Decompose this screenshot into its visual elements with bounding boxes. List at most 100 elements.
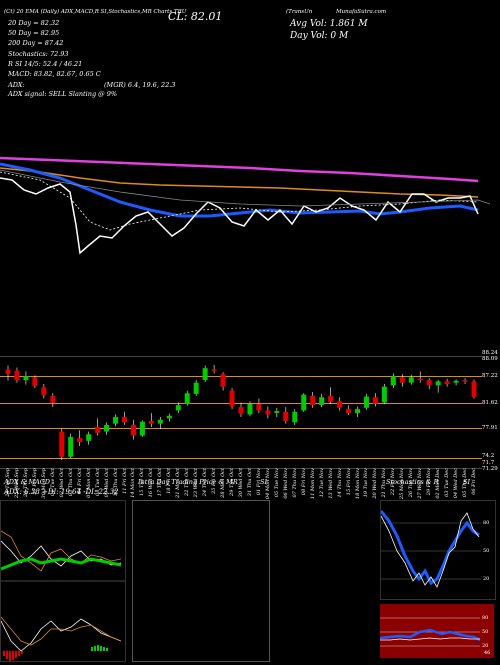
adx-lines xyxy=(0,530,122,572)
candle-body xyxy=(193,382,199,394)
date-label: 03 Tue Dec xyxy=(444,468,451,497)
candle-body xyxy=(23,376,29,381)
avg-volume: Avg Vol: 1.861 M xyxy=(290,19,368,29)
price-tick: 71.29 xyxy=(482,466,498,472)
date-label: 31 Thu Oct xyxy=(246,468,253,497)
grid-bottom xyxy=(0,468,482,469)
candle-body xyxy=(453,380,459,383)
candle-body xyxy=(355,409,360,414)
price-tick: 88.09 xyxy=(482,356,498,362)
candle-body xyxy=(157,419,163,424)
grid-top xyxy=(0,356,482,357)
candle-body xyxy=(426,380,432,386)
candle-body xyxy=(220,374,226,387)
date-label: 20 Wed Nov xyxy=(372,468,379,499)
grid-orange-1 xyxy=(0,376,482,377)
date-label: 06 Wed Nov xyxy=(282,468,289,499)
candle-body xyxy=(372,397,378,404)
intraday-panel-si: SI xyxy=(260,478,268,486)
rsi-blue-line xyxy=(379,628,481,642)
candle-body xyxy=(292,411,298,423)
adx-panel xyxy=(0,500,126,662)
candle-body xyxy=(59,431,65,457)
adx-white-line xyxy=(0,540,122,567)
source-label: (TransUn xyxy=(286,9,313,15)
rsi-value: 46 xyxy=(484,650,491,656)
adx-signal-label: ADX signal: SELL Slanting @ 9% xyxy=(8,90,118,98)
rsi-tick: 80 xyxy=(482,615,489,621)
header-top-line: (Ct) 20 EMA (Daily) ADX,MACD,R SI,Stocha… xyxy=(4,9,187,15)
candle-body xyxy=(337,401,343,408)
date-label: 12 Tue Nov xyxy=(318,468,325,498)
candle-body xyxy=(113,417,119,424)
adx-values-label: (MGR) 6.4, 19.6, 22.3 xyxy=(104,81,176,89)
candle-body xyxy=(139,421,145,436)
candle-body xyxy=(399,377,405,383)
price-tick: 87.22 xyxy=(482,373,498,379)
stoch-blue-line xyxy=(379,510,480,586)
candle-body xyxy=(301,394,307,411)
adx-panel-title: ADX & MACD xyxy=(4,478,50,486)
candle-body xyxy=(77,438,83,443)
candle-body xyxy=(265,410,271,415)
date-label: 14 Mon Oct xyxy=(130,468,137,498)
candle-body xyxy=(471,381,477,398)
date-label: 11 Fri Oct xyxy=(121,468,128,494)
price-line xyxy=(0,177,479,255)
price-tick: 88.24 xyxy=(482,350,498,356)
candle-body xyxy=(175,405,181,411)
candle-body xyxy=(32,377,38,386)
candle-body xyxy=(435,381,441,386)
ema200-line xyxy=(0,156,479,183)
candle-body xyxy=(202,368,208,381)
grid-orange-3 xyxy=(0,428,482,429)
date-label: 30 Wed Oct xyxy=(238,468,244,498)
rsi-label: R SI 14/5: 52.4 / 46.21 xyxy=(8,60,83,68)
candle-body xyxy=(166,415,172,419)
candle-body xyxy=(390,376,396,386)
candle-body xyxy=(283,411,289,422)
candle-body xyxy=(247,403,253,415)
candle-body xyxy=(130,424,136,436)
ema50-line xyxy=(0,167,479,198)
candle-body xyxy=(363,396,369,408)
date-label: 14 Thu Nov xyxy=(336,468,343,498)
ema200-label: 200 Day = 87.42 xyxy=(8,39,64,47)
candle-body xyxy=(95,426,101,433)
candle-body xyxy=(41,387,47,396)
stochastics-panel-title: Stochastics & R xyxy=(386,478,439,486)
candle-body xyxy=(238,407,244,414)
rsi-white-line xyxy=(380,637,480,641)
stochastics-panel-si: SI xyxy=(463,478,471,486)
candle-body xyxy=(50,395,56,404)
candle-body xyxy=(256,403,262,411)
date-label: 18 Mon Nov xyxy=(354,468,361,500)
candle-body xyxy=(328,395,334,402)
candle-body xyxy=(104,424,110,432)
site-label: MunafaSutra.com xyxy=(336,9,387,15)
intraday-panel xyxy=(132,500,270,662)
date-label: 07 Thu Nov xyxy=(291,468,298,498)
date-label: 05 Tue Nov xyxy=(273,468,280,498)
price-tick: 81.62 xyxy=(482,400,498,406)
candle-body xyxy=(274,411,280,414)
date-label: 04 Wed Dec xyxy=(453,468,460,499)
macd-label: MACD: 83.82, 82.67, 0.65 C xyxy=(8,70,101,78)
macd-white-line xyxy=(0,618,122,652)
ema20-label: 20 Day = 82.32 xyxy=(8,19,60,27)
candle-body xyxy=(417,378,423,381)
candle-body xyxy=(408,377,414,383)
candle-body xyxy=(122,417,127,423)
candle-body xyxy=(211,369,217,371)
intraday-panel-title: Intra Day Trading Price & MR xyxy=(138,478,238,486)
stoch-tick: 50 xyxy=(483,548,490,554)
candle-body xyxy=(68,436,74,457)
ema20-line xyxy=(0,162,479,218)
day-volume: Day Vol: 0 M xyxy=(290,31,349,41)
price-tick: 74.2 xyxy=(482,453,495,459)
rsi-tick: 20 xyxy=(482,643,489,649)
macd-histogram xyxy=(3,645,108,661)
stoch-tick: 20 xyxy=(483,576,490,582)
date-label: 15 Fri Nov xyxy=(345,468,352,496)
candle-body xyxy=(86,434,92,441)
